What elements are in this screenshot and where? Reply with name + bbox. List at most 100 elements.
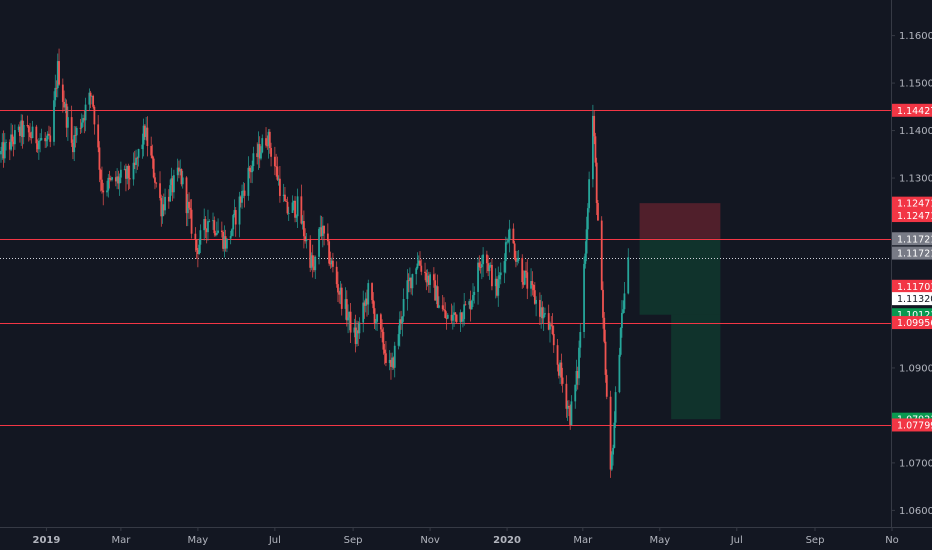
candle-down bbox=[541, 307, 544, 319]
candle-up bbox=[398, 319, 401, 335]
candle-up bbox=[170, 178, 173, 186]
time-axis[interactable]: 2019 Mar May Jul Sep Nov 2020 Mar May Jul Sep No bbox=[33, 527, 899, 546]
candle-up bbox=[402, 298, 405, 317]
price-tag bbox=[892, 103, 932, 117]
time-tick-label: 2019 bbox=[33, 535, 61, 546]
candle-up bbox=[575, 370, 578, 385]
candle-up bbox=[75, 127, 78, 136]
candle-down bbox=[8, 142, 11, 150]
candle-up bbox=[212, 220, 214, 222]
candle-up bbox=[473, 291, 476, 296]
candle-up bbox=[17, 126, 20, 131]
candle-up bbox=[542, 314, 545, 319]
candle-down bbox=[328, 241, 331, 264]
candle-down bbox=[205, 228, 208, 233]
candle-down bbox=[512, 228, 515, 244]
candle-up bbox=[292, 200, 295, 203]
candle-up bbox=[161, 204, 164, 217]
candle-down bbox=[525, 270, 527, 273]
candle-down bbox=[340, 287, 343, 309]
candle-up bbox=[207, 221, 209, 233]
price-tick-label: 1.09000 bbox=[899, 363, 932, 374]
candle-up bbox=[472, 295, 474, 301]
candle-up bbox=[260, 152, 262, 159]
candle-down bbox=[171, 178, 174, 193]
candle-down bbox=[595, 162, 598, 204]
price-axis[interactable]: 1.06000 1.07000 1.09000 1.13000 1.14000 1.150… bbox=[891, 31, 932, 517]
candle-down bbox=[469, 301, 472, 310]
candle-up bbox=[73, 135, 76, 153]
horizontal-levels[interactable] bbox=[0, 110, 891, 426]
candle-down bbox=[48, 133, 50, 136]
candle-up bbox=[164, 196, 166, 211]
candle-down bbox=[441, 305, 444, 310]
candle-up bbox=[623, 293, 626, 310]
candle-up bbox=[233, 210, 236, 216]
candle-up bbox=[215, 232, 218, 235]
candle-down bbox=[79, 127, 82, 129]
candle-down bbox=[526, 272, 529, 289]
candle-down bbox=[565, 383, 568, 409]
candle-up bbox=[53, 100, 55, 142]
candle-down bbox=[99, 169, 102, 180]
candle-down bbox=[557, 364, 560, 376]
candle-down bbox=[454, 312, 457, 315]
candle-down bbox=[143, 125, 146, 137]
candle-up bbox=[480, 264, 483, 268]
candle-down bbox=[65, 103, 68, 128]
candle-up bbox=[84, 104, 87, 121]
candle-down bbox=[547, 313, 550, 330]
candle-up bbox=[348, 311, 351, 318]
candle-down bbox=[136, 157, 139, 159]
candle-down bbox=[273, 156, 276, 167]
candle-up bbox=[80, 122, 83, 129]
candle-down bbox=[533, 290, 536, 304]
candle-up bbox=[247, 167, 250, 196]
candle-up bbox=[622, 309, 625, 313]
position-zones[interactable] bbox=[639, 203, 721, 420]
candle-down bbox=[479, 266, 482, 268]
candle-down bbox=[44, 138, 47, 142]
candle-up bbox=[229, 235, 232, 239]
candle-down bbox=[265, 138, 267, 146]
candle-up bbox=[10, 134, 12, 150]
candle-down bbox=[597, 203, 599, 221]
candle-down bbox=[204, 219, 207, 229]
time-tick-label: 2020 bbox=[493, 535, 521, 546]
candle-down bbox=[128, 178, 131, 180]
candle-down bbox=[29, 132, 31, 138]
candle-down bbox=[279, 178, 281, 196]
candle-up bbox=[353, 327, 356, 333]
candle-up bbox=[391, 357, 394, 367]
candle-down bbox=[436, 286, 439, 308]
candle-up bbox=[135, 157, 137, 165]
candle-up bbox=[142, 125, 145, 145]
candle-up bbox=[429, 274, 431, 285]
candle-up bbox=[251, 166, 254, 173]
candle-down bbox=[74, 135, 77, 136]
candle-up bbox=[435, 286, 438, 301]
candle-down bbox=[19, 126, 21, 136]
candle-down bbox=[275, 166, 278, 168]
candle-up bbox=[415, 268, 418, 275]
candle-up bbox=[287, 212, 290, 214]
price-tick-label: 1.07000 bbox=[899, 458, 932, 469]
candle-up bbox=[570, 401, 573, 425]
candle-up bbox=[459, 312, 462, 323]
candle-up bbox=[241, 191, 243, 203]
candle-down bbox=[420, 265, 423, 272]
candle-down bbox=[55, 87, 58, 89]
candle-up bbox=[406, 280, 409, 299]
candle-up bbox=[45, 139, 48, 142]
time-tick-label: May bbox=[188, 535, 209, 546]
candle-up bbox=[198, 244, 201, 255]
candle-up bbox=[347, 317, 349, 321]
candle-down bbox=[30, 137, 33, 139]
candle-up bbox=[295, 216, 298, 218]
candle-down bbox=[70, 117, 73, 143]
candle-up bbox=[111, 177, 113, 180]
candle-down bbox=[89, 92, 92, 97]
candle-down bbox=[385, 353, 387, 363]
